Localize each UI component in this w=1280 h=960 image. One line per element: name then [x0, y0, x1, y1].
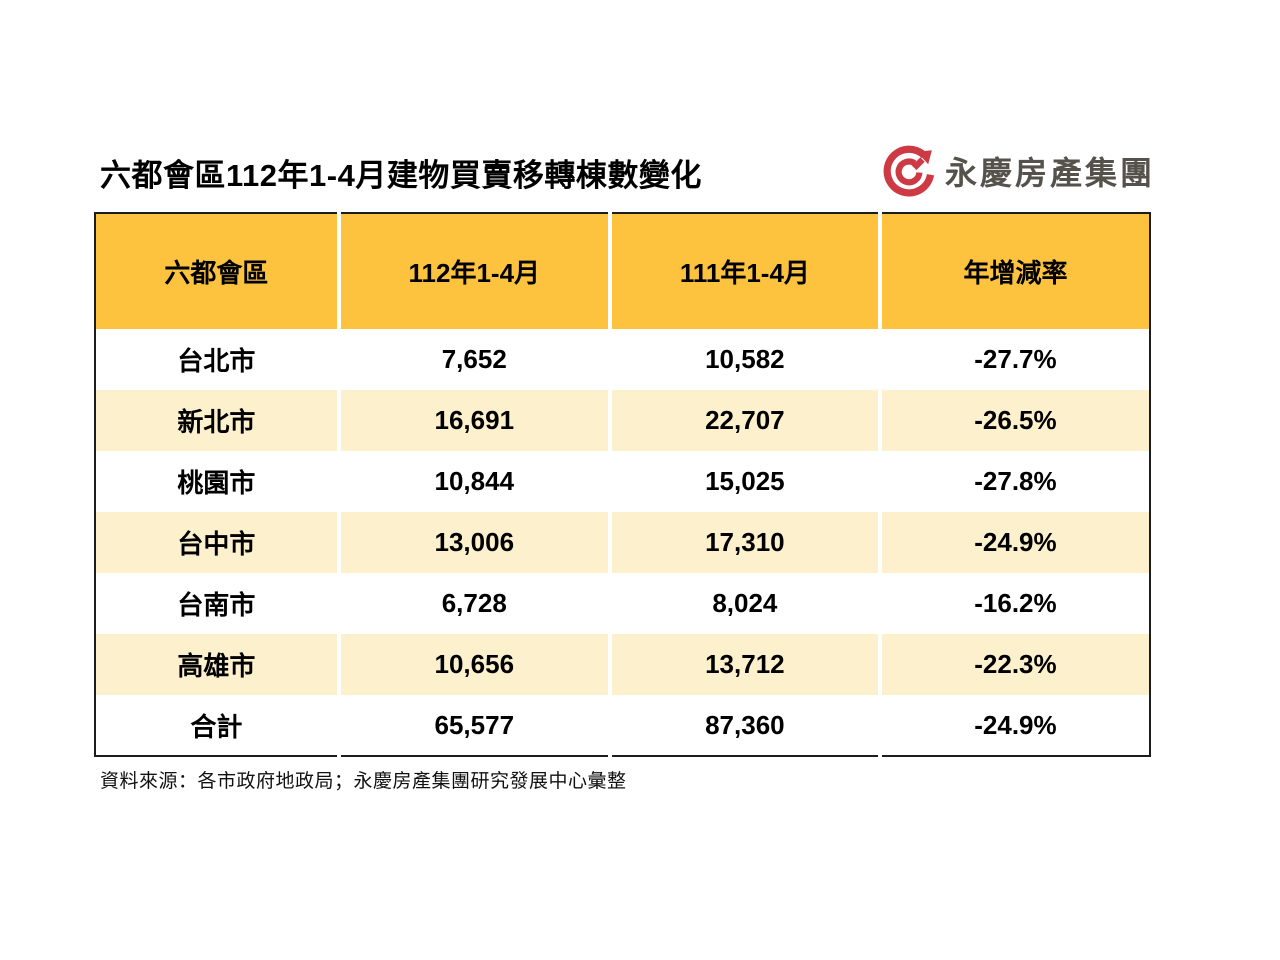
cell-count-111: 17,310: [607, 512, 880, 573]
table-row-tainan: 台南市 6,728 8,024 -16.2%: [95, 573, 1150, 634]
cell-yoy-rate: -22.3%: [877, 634, 1150, 695]
yungching-swirl-icon: [883, 145, 935, 197]
cell-region: 桃園市: [95, 451, 339, 512]
table-row-total: 合計 65,577 87,360 -24.9%: [95, 695, 1150, 756]
cell-count-111: 87,360: [607, 695, 880, 756]
cell-yoy-rate: -24.9%: [877, 695, 1150, 756]
cell-region: 台中市: [95, 512, 339, 573]
cell-count-112: 7,652: [336, 329, 610, 390]
cell-count-112: 10,844: [336, 451, 610, 512]
cell-count-111: 22,707: [607, 390, 880, 451]
cell-yoy-rate: -16.2%: [877, 573, 1150, 634]
cell-count-111: 13,712: [607, 634, 880, 695]
cell-yoy-rate: -27.8%: [877, 451, 1150, 512]
cell-yoy-rate: -24.9%: [877, 512, 1150, 573]
cell-region: 新北市: [95, 390, 339, 451]
cell-count-112: 16,691: [336, 390, 610, 451]
table-row-taoyuan: 桃園市 10,844 15,025 -27.8%: [95, 451, 1150, 512]
page-title: 六都會區112年1-4月建物買賣移轉棟數變化: [100, 158, 702, 193]
header-row: 六都會區 112年1-4月 111年1-4月 年增減率: [95, 213, 1150, 329]
table-body: 台北市 7,652 10,582 -27.7% 新北市 16,691 22,70…: [95, 329, 1150, 756]
table-row-kaohsiung: 高雄市 10,656 13,712 -22.3%: [95, 634, 1150, 695]
cell-region: 台北市: [95, 329, 339, 390]
column-header-region: 六都會區: [95, 213, 339, 329]
company-logo-text: 永慶房產集團: [944, 155, 1155, 191]
cell-region: 台南市: [95, 573, 339, 634]
column-header-period-111: 111年1-4月: [607, 213, 880, 329]
table-row-taipei: 台北市 7,652 10,582 -27.7%: [95, 329, 1150, 390]
table-header: 六都會區 112年1-4月 111年1-4月 年增減率: [95, 213, 1150, 329]
cell-count-112: 13,006: [336, 512, 610, 573]
cell-yoy-rate: -27.7%: [877, 329, 1150, 390]
column-header-yoy-rate: 年增減率: [877, 213, 1150, 329]
source-note: 資料來源：各市政府地政局；永慶房產集團研究發展中心彙整: [100, 771, 627, 792]
cell-count-111: 15,025: [607, 451, 880, 512]
cell-count-112: 10,656: [336, 634, 610, 695]
cell-yoy-rate: -26.5%: [877, 390, 1150, 451]
column-header-period-112: 112年1-4月: [336, 213, 610, 329]
table-row-newtaipei: 新北市 16,691 22,707 -26.5%: [95, 390, 1150, 451]
transfer-data-table: 六都會區 112年1-4月 111年1-4月 年增減率 台北市 7,652 10…: [94, 212, 1151, 757]
cell-region: 高雄市: [95, 634, 339, 695]
cell-count-112: 65,577: [336, 695, 610, 756]
table-row-taichung: 台中市 13,006 17,310 -24.9%: [95, 512, 1150, 573]
company-logo: 永慶房產集團: [882, 144, 1155, 198]
cell-region: 合計: [95, 695, 339, 756]
cell-count-111: 10,582: [607, 329, 880, 390]
cell-count-112: 6,728: [336, 573, 610, 634]
cell-count-111: 8,024: [607, 573, 880, 634]
